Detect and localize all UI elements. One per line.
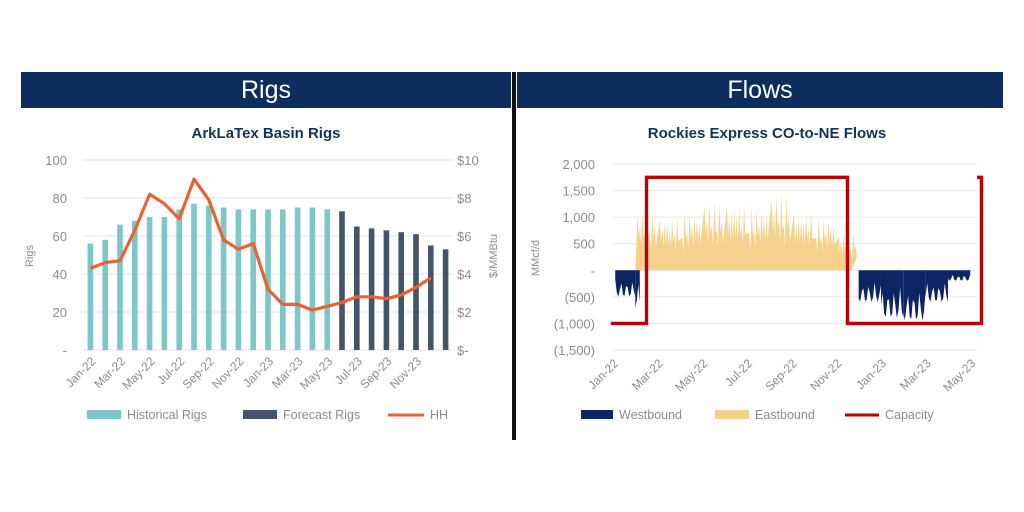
y-tick-label: 500 xyxy=(573,237,595,252)
chart-title: ArkLaTex Basin Rigs xyxy=(192,125,341,142)
x-tick-label: Mar-23 xyxy=(897,356,934,393)
x-tick-label: Jan-22 xyxy=(63,354,99,390)
y2-axis-label: $/MMBtu xyxy=(488,234,500,278)
legend-forecast-swatch xyxy=(243,410,277,419)
y2-tick-label: $2 xyxy=(457,305,471,320)
legend-historical-label: Historical Rigs xyxy=(127,408,207,422)
y-tick-label: 1,000 xyxy=(562,210,595,225)
historical-rigs-bar xyxy=(205,205,212,350)
x-tick-label: Nov-22 xyxy=(209,354,246,391)
rigs-header: Rigs xyxy=(21,72,511,108)
x-tick-label: May-23 xyxy=(940,356,978,394)
westbound-area xyxy=(635,270,640,308)
historical-rigs-bar xyxy=(324,209,331,350)
y-tick-label: 2,000 xyxy=(562,157,595,172)
rigs-chart: ArkLaTex Basin Rigs - 20 40 60 80 100 $- $2 $4 $6 $… xyxy=(24,125,500,422)
y2-tick-label: $4 xyxy=(457,267,471,282)
forecast-rigs-bar xyxy=(442,249,449,350)
westbound-area xyxy=(903,270,926,321)
hh-line xyxy=(89,177,432,312)
legend-hh-label: HH xyxy=(430,408,448,422)
historical-rigs-bar xyxy=(161,217,168,350)
historical-rigs-bar xyxy=(117,224,123,350)
x-tick-label: May-22 xyxy=(120,354,158,392)
x-tick-label: Jan-23 xyxy=(240,354,276,390)
x-tick-label: Mar-22 xyxy=(629,356,666,393)
historical-rigs-bar xyxy=(87,243,94,350)
forecast-rigs-bar xyxy=(353,226,360,350)
westbound-area xyxy=(880,270,904,318)
forecast-rigs-bar xyxy=(339,211,345,350)
y-tick-label: 1,500 xyxy=(562,184,595,199)
legend-eastbound-label: Eastbound xyxy=(755,408,815,422)
westbound-area xyxy=(858,270,881,303)
x-tick-label: Nov-23 xyxy=(387,354,424,391)
panel-divider xyxy=(512,72,516,440)
y-tick-label: (500) xyxy=(565,290,595,305)
y-tick-label: - xyxy=(63,343,67,358)
historical-rigs-bar xyxy=(220,207,227,350)
y-tick-label: 20 xyxy=(53,305,67,320)
y-tick-label: 100 xyxy=(45,153,67,168)
legend-westbound-label: Westbound xyxy=(619,408,682,422)
historical-rigs-bar xyxy=(279,209,286,350)
forecast-rigs-bar xyxy=(398,232,405,350)
forecast-rigs-bar xyxy=(427,245,434,350)
x-tick-label: May-22 xyxy=(672,356,710,394)
historical-rigs-bar xyxy=(250,209,257,350)
historical-rigs-bar xyxy=(146,217,153,350)
historical-rigs-bar xyxy=(235,209,242,350)
forecast-rigs-bar xyxy=(383,230,390,350)
x-tick-label: Sep-22 xyxy=(763,356,800,393)
y-axis-label: Rigs xyxy=(24,245,36,268)
historical-rigs-bar xyxy=(309,207,316,350)
y2-tick-label: $8 xyxy=(457,191,471,206)
historical-rigs-bar xyxy=(131,220,138,350)
legend-forecast-label: Forecast Rigs xyxy=(283,408,360,422)
y-tick-label: (1,500) xyxy=(554,343,595,358)
x-tick-label: Jan-23 xyxy=(853,356,889,392)
flows-chart: Rockies Express CO-to-NE Flows (1,500) (1,… xyxy=(530,125,984,422)
x-tick-label: Jul-22 xyxy=(722,356,755,389)
y2-tick-label: $- xyxy=(457,343,469,358)
capacity-line xyxy=(610,175,984,326)
flows-panel: Flows Rockies Express CO-to-NE Flows (1,5… xyxy=(517,72,1003,438)
y2-tick-label: $6 xyxy=(457,229,471,244)
rigs-panel: Rigs ArkLaTex Basin Rigs - 20 40 60 80 100 $- $2… xyxy=(21,72,511,438)
historical-rigs-bar xyxy=(102,239,109,350)
westbound-area xyxy=(947,270,971,281)
legend-eastbound-swatch xyxy=(715,410,749,419)
forecast-rigs-bar xyxy=(413,234,419,350)
y-axis-label: MMcf/d xyxy=(530,240,542,276)
historical-rigs-bar xyxy=(294,207,301,350)
historical-rigs-bar xyxy=(265,209,271,350)
x-tick-label: May-23 xyxy=(297,354,335,392)
y-tick-label: - xyxy=(591,263,595,278)
y-tick-label: (1,000) xyxy=(554,316,595,331)
legend-capacity-label: Capacity xyxy=(885,408,934,422)
flows-header: Flows xyxy=(517,72,1003,108)
forecast-rigs-bar xyxy=(368,228,375,350)
x-tick-label: Sep-23 xyxy=(357,354,394,391)
legend-westbound-swatch xyxy=(581,410,613,419)
westbound-area xyxy=(615,270,636,297)
y-tick-label: 80 xyxy=(53,191,67,206)
historical-rigs-bar xyxy=(176,209,183,350)
eastbound-area xyxy=(635,193,857,271)
x-tick-label: Jan-22 xyxy=(585,356,621,392)
chart-title: Rockies Express CO-to-NE Flows xyxy=(648,125,886,142)
historical-rigs-bar xyxy=(191,203,197,350)
x-tick-label: Nov-22 xyxy=(807,356,844,393)
y2-tick-label: $10 xyxy=(457,153,479,168)
westbound-area xyxy=(925,270,948,303)
y-tick-label: 60 xyxy=(53,229,67,244)
legend-historical-swatch xyxy=(87,410,121,419)
x-tick-label: Sep-22 xyxy=(180,354,217,391)
y-tick-label: 40 xyxy=(53,267,67,282)
